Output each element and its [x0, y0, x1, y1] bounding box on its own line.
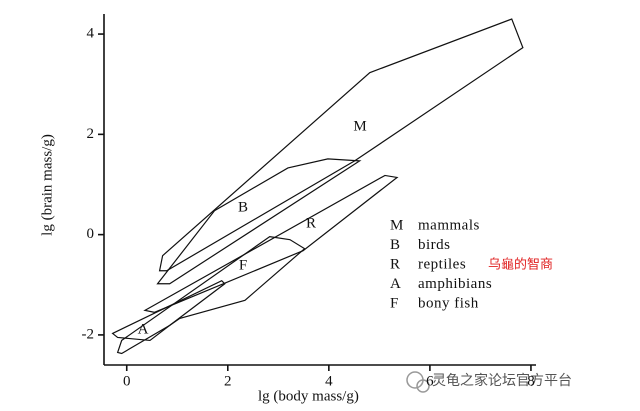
x-tick-label: 0 — [123, 373, 131, 389]
legend-key: B — [390, 237, 400, 253]
x-tick-label: 4 — [325, 373, 333, 389]
x-axis-label: lg (body mass/g) — [258, 388, 359, 404]
x-tick-label: 8 — [527, 373, 535, 389]
region-label: A — [138, 321, 149, 337]
region — [143, 174, 399, 313]
x-tick-label: 2 — [224, 373, 232, 389]
legend-label: birds — [418, 237, 451, 253]
legend-key: F — [390, 295, 398, 311]
legend-label: mammals — [418, 217, 480, 233]
watermark: 灵龟之家论坛官方平台 — [432, 372, 572, 389]
region — [156, 158, 362, 285]
legend-key: M — [390, 217, 403, 233]
x-tick-label: 6 — [426, 373, 434, 389]
y-tick-label: -2 — [82, 326, 95, 342]
y-tick-label: 2 — [87, 126, 95, 142]
y-tick-label: 4 — [87, 25, 95, 41]
legend-label: amphibians — [418, 276, 492, 292]
region — [158, 18, 524, 272]
legend-label: reptiles — [418, 256, 466, 272]
watermark-icon — [406, 371, 430, 393]
region — [116, 236, 306, 355]
region-label: B — [238, 199, 248, 215]
region-label: M — [353, 118, 366, 134]
y-tick-label: 0 — [87, 226, 95, 242]
y-axis-label: lg (brain mass/g) — [39, 134, 55, 236]
region-label: R — [306, 215, 316, 231]
legend-key: A — [390, 276, 401, 292]
legend-key: R — [390, 256, 400, 272]
annotation: 乌龜的智商 — [488, 257, 553, 273]
legend-label: bony fish — [418, 295, 479, 311]
region-label: F — [239, 257, 247, 273]
